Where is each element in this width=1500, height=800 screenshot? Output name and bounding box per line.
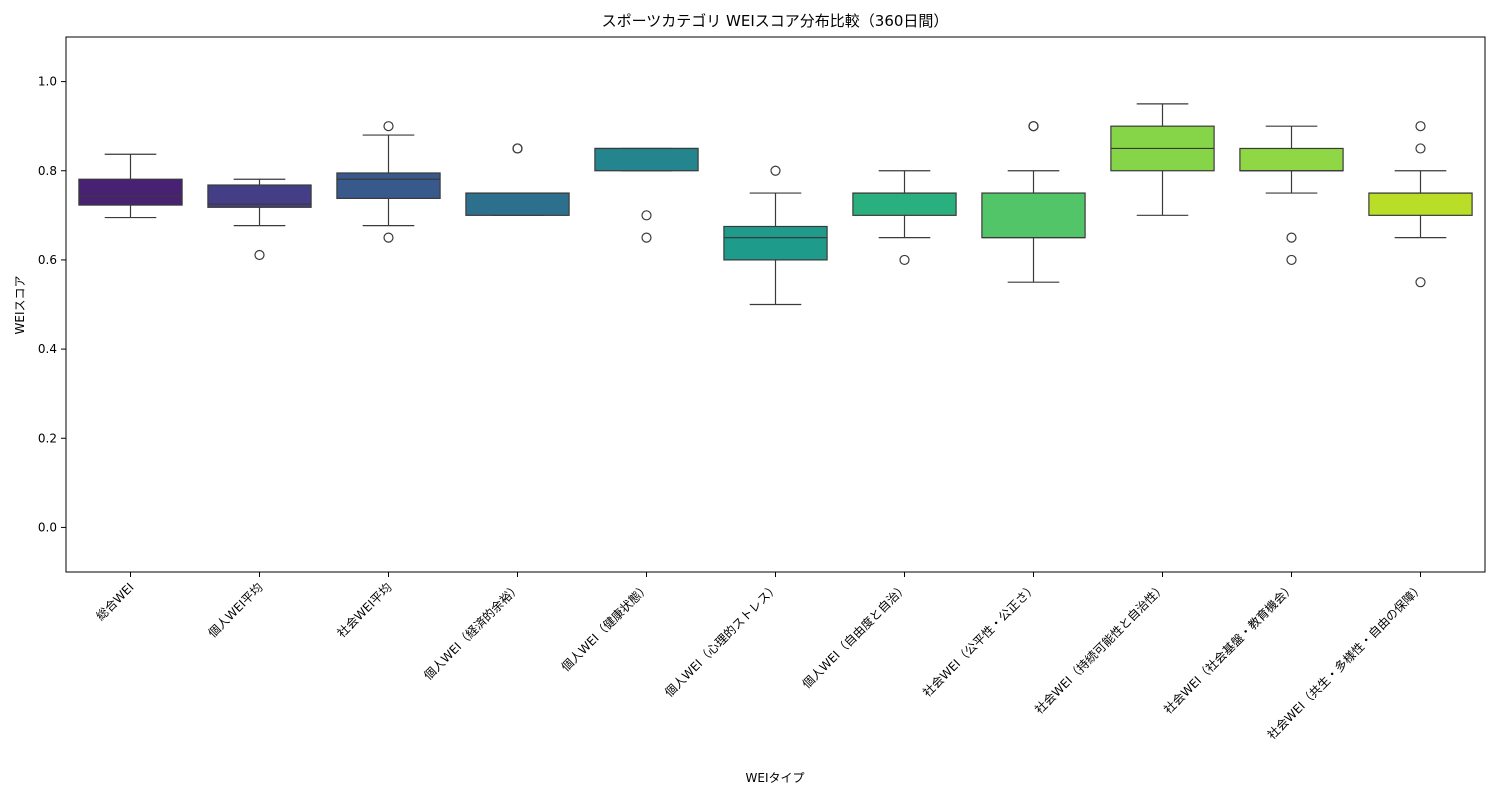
- x-axis-label: WEIタイプ: [746, 771, 805, 785]
- outlier-point: [1415, 121, 1426, 132]
- chart-title: スポーツカテゴリ WEIスコア分布比較（360日間）: [602, 12, 949, 30]
- outlier-point: [641, 210, 652, 221]
- outlier-point: [254, 249, 265, 261]
- x-tick-label: 個人WEI平均: [206, 580, 266, 640]
- x-tick-label: 個人WEI（経済的余裕）: [420, 580, 523, 683]
- x-tick-label: 社会WEI（共生・多様性・自由の保障）: [1264, 580, 1427, 743]
- outlier-point: [1415, 143, 1426, 154]
- y-tick-label: 0.2: [38, 431, 57, 445]
- outlier-point: [1286, 232, 1297, 243]
- x-tick-label: 社会WEI（社会基盤・教育機会）: [1160, 580, 1297, 717]
- box: [207, 184, 312, 208]
- box: [1239, 147, 1344, 172]
- x-tick-label: 社会WEI平均: [334, 580, 395, 641]
- outlier-point: [770, 165, 781, 176]
- outlier-point: [1028, 121, 1039, 132]
- x-tick-label: 総合WEI: [93, 580, 137, 624]
- x-tick-label: 個人WEI（心理的ストレス）: [661, 580, 781, 700]
- box: [594, 147, 699, 172]
- y-tick-label: 0.4: [38, 342, 57, 356]
- outlier-point: [899, 254, 910, 266]
- y-tick-label: 1.0: [38, 75, 57, 89]
- y-tick-label: 0.6: [38, 253, 57, 267]
- y-axis-label: WEIスコア: [13, 276, 27, 335]
- x-tick-label: 個人WEI（自由度と自治）: [799, 580, 911, 692]
- box: [78, 178, 183, 206]
- box: [336, 172, 441, 199]
- x-tick-label: 社会WEI（持続可能性と自治性）: [1031, 580, 1168, 717]
- box: [1368, 192, 1473, 216]
- y-tick-label: 0.0: [38, 520, 57, 534]
- outlier-point: [641, 232, 652, 243]
- box: [723, 225, 828, 261]
- outlier-point: [383, 232, 394, 243]
- x-tick-label: 個人WEI（健康状態）: [558, 580, 653, 675]
- box: [465, 192, 570, 216]
- outlier-point: [1286, 254, 1297, 266]
- box: [981, 192, 1086, 239]
- outlier-point: [383, 121, 394, 132]
- y-tick-label: 0.8: [38, 164, 57, 178]
- x-tick-label: 社会WEI（公平性・公正さ）: [919, 580, 1039, 700]
- outlier-point: [1415, 277, 1426, 288]
- outlier-point: [512, 143, 523, 154]
- box: [852, 192, 957, 216]
